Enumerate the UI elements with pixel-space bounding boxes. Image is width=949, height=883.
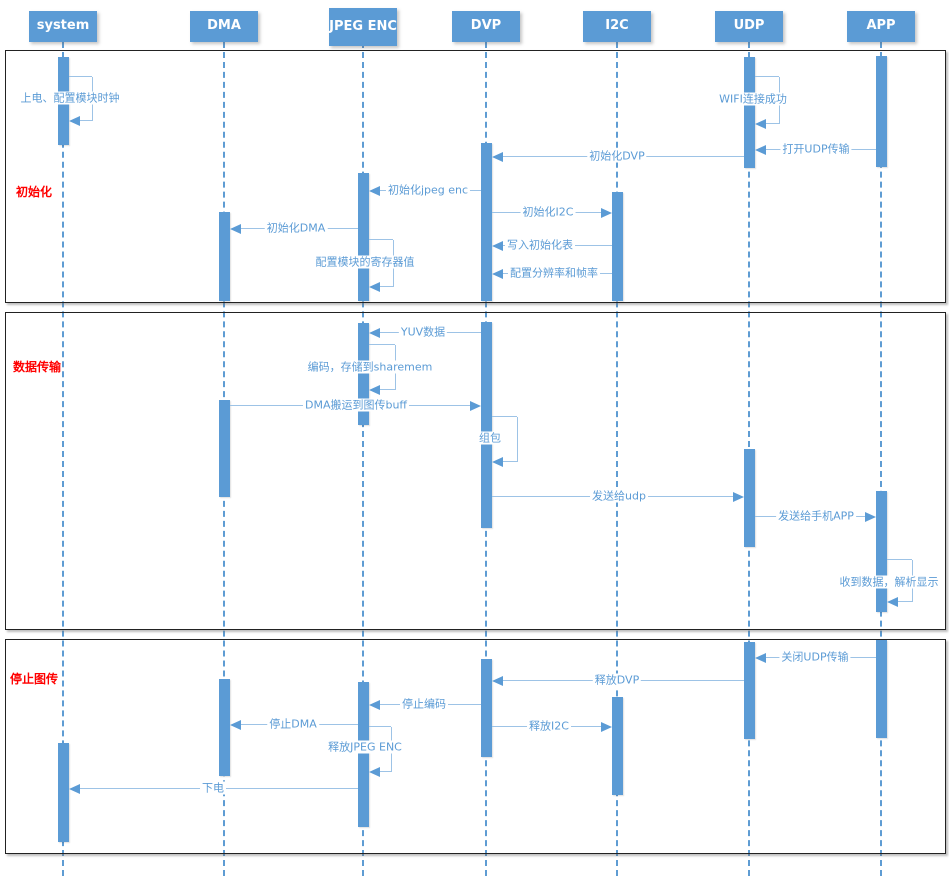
arrowhead-icon bbox=[230, 720, 241, 730]
activation-system-3 bbox=[58, 743, 69, 842]
message-line bbox=[380, 771, 391, 772]
arrowhead-icon bbox=[755, 653, 766, 663]
message-label: YUV数据 bbox=[398, 325, 448, 339]
activation-dma-3 bbox=[219, 679, 230, 776]
message-label: 上电、配置模块时钟 bbox=[18, 91, 122, 105]
activation-jpeg-2 bbox=[358, 323, 369, 425]
message-label: 发送给udp bbox=[590, 489, 648, 503]
message-label: 释放DVP bbox=[592, 673, 642, 687]
frame-init bbox=[5, 50, 946, 303]
arrowhead-icon bbox=[492, 457, 503, 467]
arrowhead-icon bbox=[69, 784, 80, 794]
actor-header-jpeg-enc: JPEG ENC bbox=[329, 8, 397, 46]
message-line bbox=[898, 601, 912, 602]
message-label: 关闭UDP传输 bbox=[779, 650, 851, 664]
activation-dvp-3 bbox=[481, 659, 492, 757]
actor-header-udp: UDP bbox=[715, 11, 783, 42]
message-line bbox=[380, 389, 395, 390]
message-label: 打开UDP传输 bbox=[780, 142, 852, 156]
activation-dvp-1 bbox=[481, 143, 492, 301]
activation-app-1 bbox=[876, 56, 887, 167]
message-label: 初始化DVP bbox=[587, 149, 647, 163]
message-label: 配置模块的寄存器值 bbox=[313, 255, 417, 269]
message-label: 写入初始化表 bbox=[505, 238, 575, 252]
arrowhead-icon bbox=[601, 208, 612, 218]
activation-udp-1 bbox=[744, 57, 755, 168]
arrowhead-icon bbox=[601, 722, 612, 732]
message-line bbox=[369, 344, 395, 345]
message-line bbox=[69, 76, 92, 77]
activation-dma-1 bbox=[219, 212, 230, 301]
phase-label-stop: 停止图传 bbox=[10, 672, 59, 686]
arrowhead-icon bbox=[492, 152, 503, 162]
message-label: 释放JPEG ENC bbox=[326, 740, 404, 754]
activation-app-2 bbox=[876, 491, 887, 612]
arrowhead-icon bbox=[755, 145, 766, 155]
activation-jpeg-3 bbox=[358, 682, 369, 827]
arrowhead-icon bbox=[865, 512, 876, 522]
message-line bbox=[503, 461, 517, 462]
message-line bbox=[492, 416, 517, 417]
message-label: 释放I2C bbox=[527, 719, 571, 733]
arrowhead-icon bbox=[369, 328, 380, 338]
activation-jpeg-1 bbox=[358, 173, 369, 301]
message-label: 初始化DMA bbox=[264, 221, 328, 235]
arrowhead-icon bbox=[369, 385, 380, 395]
message-label: DMA搬运到图传buff bbox=[302, 398, 410, 412]
message-label: 组包 bbox=[477, 431, 503, 445]
message-line bbox=[766, 123, 779, 124]
activation-udp-2 bbox=[744, 449, 755, 547]
arrowhead-icon bbox=[369, 700, 380, 710]
lifeline-system bbox=[62, 42, 64, 876]
phase-label-transfer: 数据传输 bbox=[13, 360, 62, 374]
message-label: 初始化I2C bbox=[520, 205, 576, 219]
arrowhead-icon bbox=[492, 241, 503, 251]
activation-udp-3 bbox=[744, 642, 755, 739]
actor-header-i2c: I2C bbox=[583, 11, 651, 42]
frame-transfer bbox=[5, 312, 946, 630]
phase-label-init: 初始化 bbox=[16, 185, 53, 199]
lifeline-i2c bbox=[616, 42, 618, 876]
message-line bbox=[80, 120, 92, 121]
message-line bbox=[755, 76, 779, 77]
message-line bbox=[369, 726, 391, 727]
frame-stop bbox=[5, 639, 946, 854]
arrowhead-icon bbox=[492, 269, 503, 279]
message-line bbox=[380, 286, 393, 287]
message-line bbox=[887, 559, 912, 560]
arrowhead-icon bbox=[230, 224, 241, 234]
activation-dma-2 bbox=[219, 400, 230, 497]
message-label: 停止编码 bbox=[400, 697, 448, 711]
message-label: 下电 bbox=[200, 781, 226, 795]
actor-header-app: APP bbox=[847, 11, 915, 42]
lifeline-jpeg-enc bbox=[362, 42, 364, 876]
message-line bbox=[517, 417, 518, 462]
arrowhead-icon bbox=[492, 676, 503, 686]
activation-i2c-1 bbox=[612, 192, 623, 301]
actor-header-system: system bbox=[29, 11, 97, 42]
message-label: 配置分辨率和帧率 bbox=[508, 266, 600, 280]
message-label: 初始化jpeg enc bbox=[385, 183, 471, 197]
arrowhead-icon bbox=[69, 116, 80, 126]
arrowhead-icon bbox=[369, 186, 380, 196]
actor-header-dma: DMA bbox=[190, 11, 258, 42]
message-label: WIFI连接成功 bbox=[717, 92, 789, 106]
arrowhead-icon bbox=[470, 401, 481, 411]
message-label: 发送给手机APP bbox=[776, 509, 856, 523]
activation-i2c-3 bbox=[612, 697, 623, 795]
actor-header-dvp: DVP bbox=[452, 11, 520, 42]
activation-dvp-2 bbox=[481, 322, 492, 528]
arrowhead-icon bbox=[369, 767, 380, 777]
arrowhead-icon bbox=[755, 119, 766, 129]
message-label: 停止DMA bbox=[267, 717, 319, 731]
arrowhead-icon bbox=[369, 282, 380, 292]
activation-app-3 bbox=[876, 640, 887, 738]
arrowhead-icon bbox=[887, 597, 898, 607]
message-label: 收到数据，解析显示 bbox=[837, 575, 941, 589]
message-line bbox=[369, 239, 393, 240]
lifeline-app bbox=[880, 42, 882, 876]
message-label: 编码，存储到sharemem bbox=[305, 360, 435, 374]
arrowhead-icon bbox=[733, 492, 744, 502]
